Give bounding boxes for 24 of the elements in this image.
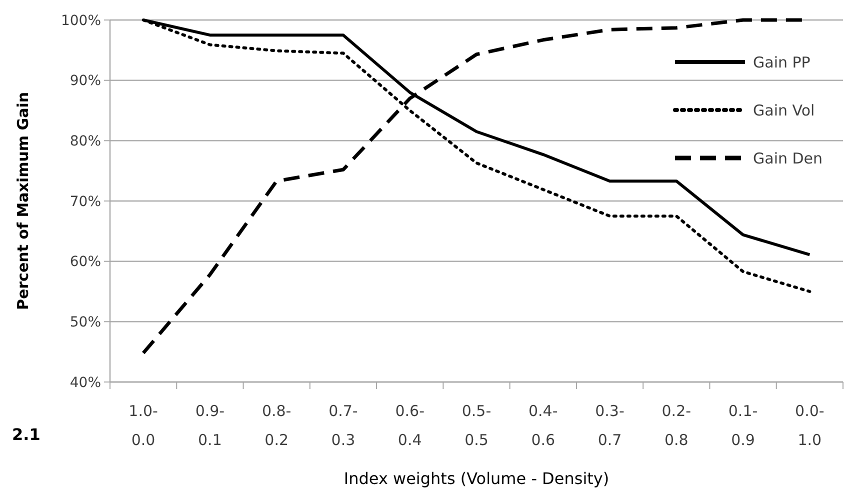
- x-tick-label: 0.9- 0.1: [195, 402, 225, 449]
- x-tick-label: 0.2- 0.8: [662, 402, 692, 449]
- x-tick-label: 0.8- 0.2: [262, 402, 292, 449]
- x-tick-label: 0.4- 0.6: [528, 402, 558, 449]
- x-axis-title: Index weights (Volume - Density): [344, 469, 610, 488]
- y-tick-label: 40%: [70, 374, 101, 391]
- legend-label: Gain PP: [753, 53, 810, 72]
- text: 2.1: [12, 425, 40, 444]
- x-tick-label: 0.0- 1.0: [795, 402, 824, 449]
- y-tick-label: 70%: [70, 194, 101, 210]
- x-tick-label: 0.5- 0.5: [462, 402, 492, 449]
- y-tick-label: 100%: [60, 12, 101, 29]
- legend-label: Gain Den: [753, 149, 823, 168]
- legend-label: Gain Vol: [753, 101, 815, 120]
- y-tick-label: 50%: [70, 314, 101, 331]
- x-tick-label: 1.0- 0.0: [128, 402, 158, 449]
- x-tick-label: 0.6- 0.4: [395, 402, 425, 449]
- x-tick-label: 0.7- 0.3: [328, 402, 358, 449]
- y-tick-label: 60%: [70, 254, 101, 270]
- y-tick-label: 90%: [70, 73, 101, 90]
- y-axis-title: Percent of Maximum Gain: [14, 92, 32, 310]
- x-tick-label: 0.1- 0.9: [728, 402, 758, 449]
- x-tick-label: 0.3- 0.7: [595, 402, 624, 449]
- y-tick-label: 80%: [70, 134, 101, 150]
